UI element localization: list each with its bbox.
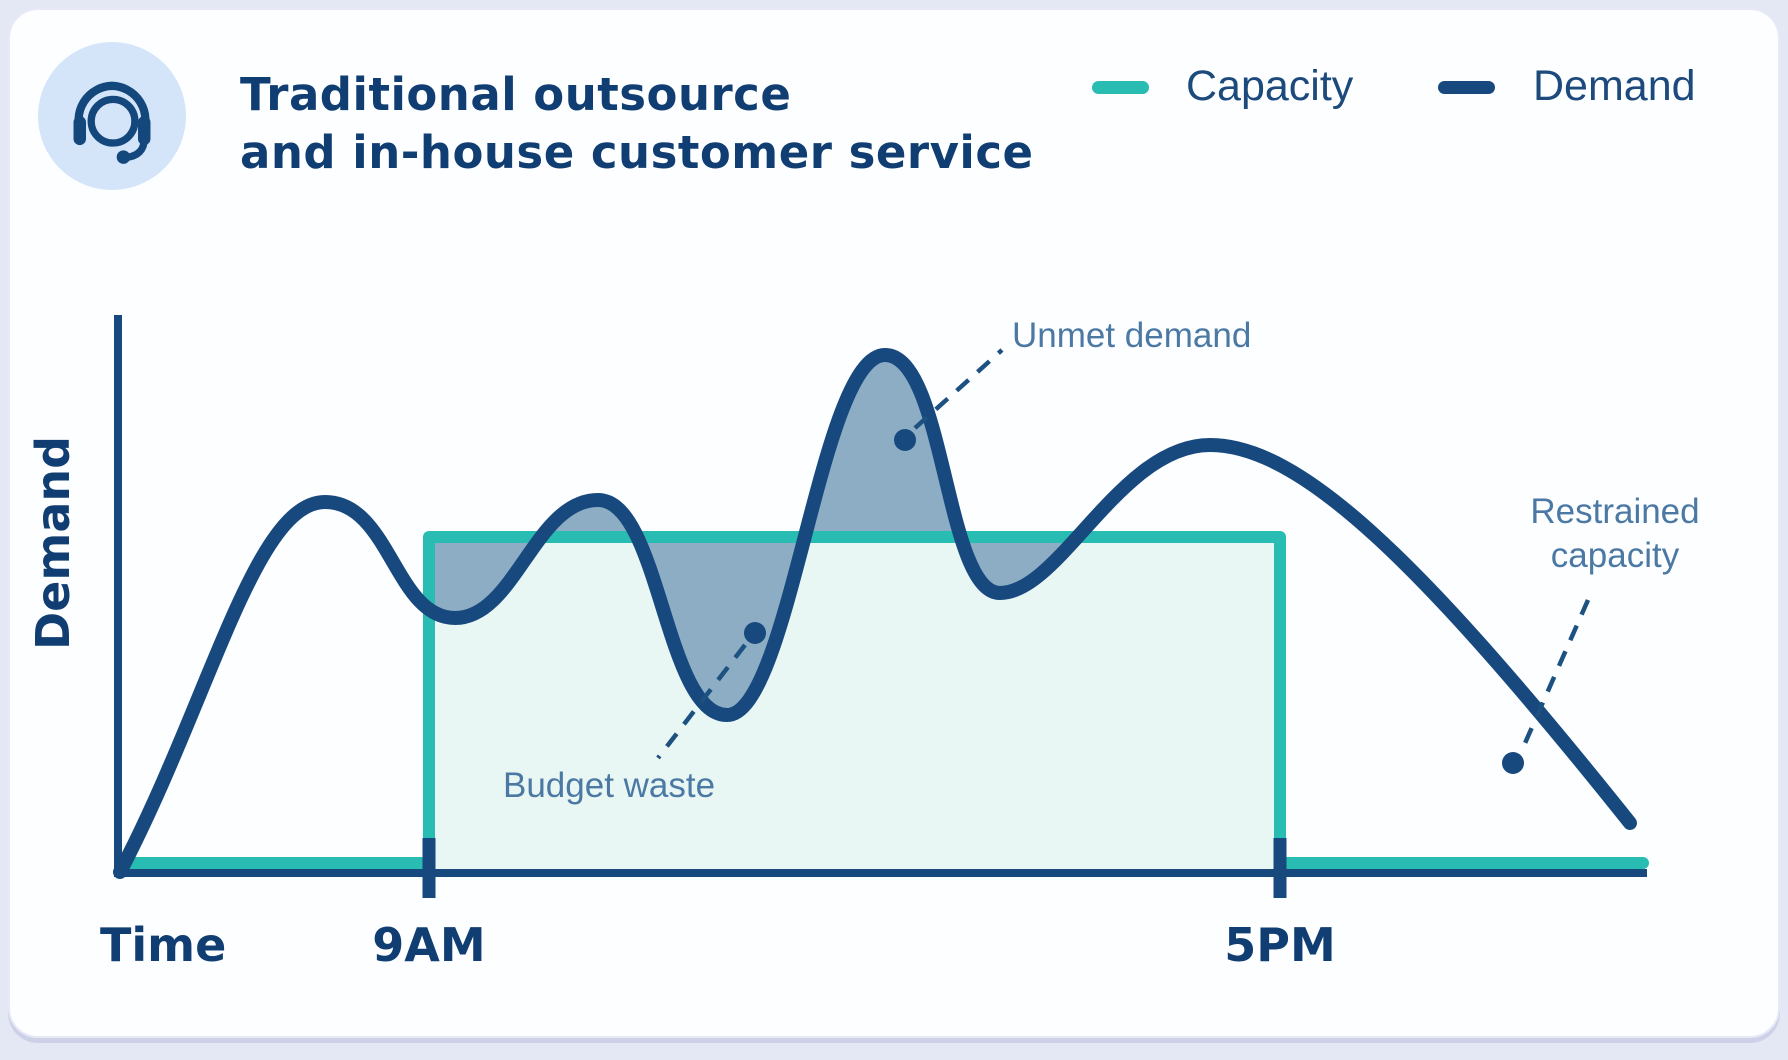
- annotation-restrained-capacity: Restrained capacity: [1530, 492, 1700, 575]
- tick-label-5pm: 5PM: [1224, 918, 1336, 972]
- y-axis-label: Demand: [26, 435, 80, 650]
- unmet-demand-leader-line: [913, 348, 1004, 430]
- legend: Capacity Demand: [0, 0, 1788, 120]
- demand-swatch-icon: [1438, 81, 1495, 94]
- unmet-demand-dot: [894, 429, 916, 451]
- legend-capacity-label: Capacity: [1186, 62, 1354, 110]
- demand-capacity-overlap-fill: [429, 355, 1078, 715]
- capacity-area-fill: [429, 537, 1280, 873]
- demand-line: [113, 347, 1637, 879]
- legend-demand-label: Demand: [1533, 62, 1696, 110]
- headset-icon: [38, 42, 186, 190]
- title-line-1: Traditional outsource: [240, 68, 792, 121]
- page-title: Traditional outsource and in-house custo…: [240, 66, 1034, 182]
- annotation-budget-waste: Budget waste: [503, 766, 716, 805]
- capacity-line: [118, 531, 1649, 869]
- budget-waste-leader-line: [656, 643, 747, 760]
- x-axis-label: Time: [100, 918, 227, 972]
- headset-icon-glyph: [73, 81, 151, 164]
- capacity-swatch-icon: [1092, 81, 1149, 94]
- title-line-2: and in-house customer service: [240, 126, 1034, 179]
- annotation-unmet-demand: Unmet demand: [1012, 316, 1252, 355]
- restrained-capacity-dot: [1502, 752, 1524, 774]
- tick-label-9am: 9AM: [372, 918, 486, 972]
- budget-waste-dot: [744, 622, 766, 644]
